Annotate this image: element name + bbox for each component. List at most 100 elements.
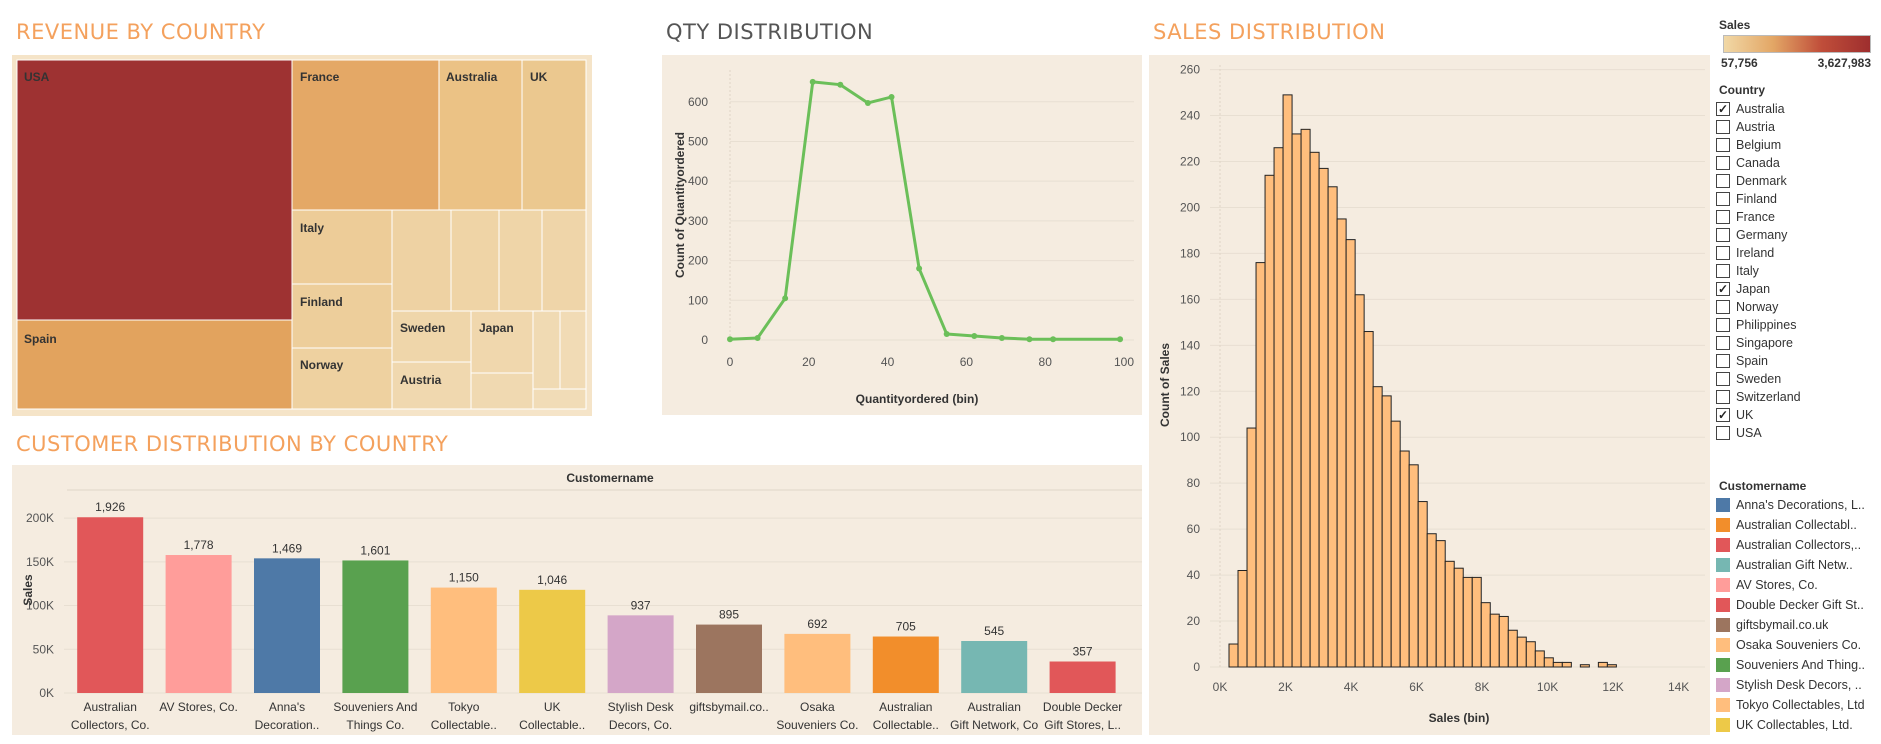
- sales-histogram-bar[interactable]: [1408, 464, 1419, 668]
- sales-histogram-bar[interactable]: [1525, 641, 1536, 668]
- country-filter-item[interactable]: USA: [1716, 424, 1876, 442]
- customer-legend-item[interactable]: UK Collectables, Ltd.: [1716, 716, 1881, 734]
- treemap-tile[interactable]: [450, 209, 500, 312]
- country-filter-item[interactable]: Ireland: [1716, 244, 1876, 262]
- checkbox-checked-icon[interactable]: ✓: [1716, 282, 1730, 296]
- customer-legend-item[interactable]: AV Stores, Co.: [1716, 576, 1881, 594]
- sales-histogram-bar[interactable]: [1300, 128, 1311, 668]
- sales-histogram-bar[interactable]: [1462, 576, 1473, 668]
- sales-histogram-bar[interactable]: [1417, 501, 1428, 668]
- country-filter-item[interactable]: Sweden: [1716, 370, 1876, 388]
- country-filter-item[interactable]: Germany: [1716, 226, 1876, 244]
- country-filter-item[interactable]: ✓ Japan: [1716, 280, 1876, 298]
- checkbox-unchecked-icon[interactable]: [1716, 354, 1730, 368]
- qty-data-point[interactable]: [971, 333, 978, 340]
- sales-histogram-bar[interactable]: [1237, 569, 1248, 668]
- checkbox-unchecked-icon[interactable]: [1716, 372, 1730, 386]
- sales-histogram-bar[interactable]: [1264, 174, 1275, 668]
- checkbox-unchecked-icon[interactable]: [1716, 138, 1730, 152]
- checkbox-unchecked-icon[interactable]: [1716, 264, 1730, 278]
- sales-histogram-bar[interactable]: [1534, 650, 1545, 668]
- treemap-tile[interactable]: [532, 310, 561, 390]
- country-filter-item[interactable]: France: [1716, 208, 1876, 226]
- checkbox-unchecked-icon[interactable]: [1716, 426, 1730, 440]
- qty-data-point[interactable]: [782, 295, 789, 302]
- checkbox-unchecked-icon[interactable]: [1716, 120, 1730, 134]
- sales-histogram-bar[interactable]: [1552, 661, 1563, 668]
- qty-data-point[interactable]: [888, 94, 895, 100]
- customer-bar[interactable]: [696, 624, 762, 693]
- sales-histogram-bar[interactable]: [1372, 386, 1383, 668]
- treemap-tile[interactable]: [541, 209, 587, 312]
- checkbox-unchecked-icon[interactable]: [1716, 228, 1730, 242]
- qty-data-point[interactable]: [754, 335, 761, 342]
- treemap-tile-sweden[interactable]: [391, 310, 472, 363]
- customer-legend-item[interactable]: Tokyo Collectables, Ltd: [1716, 696, 1881, 714]
- customer-legend-item[interactable]: Australian Collectabl..: [1716, 516, 1881, 534]
- country-filter-item[interactable]: ✓ UK: [1716, 406, 1876, 424]
- treemap-tile[interactable]: [559, 310, 587, 390]
- sales-histogram-bar[interactable]: [1453, 567, 1464, 668]
- treemap-tile-australia[interactable]: [438, 59, 523, 211]
- sales-histogram-bar[interactable]: [1336, 218, 1347, 668]
- treemap-tile-spain[interactable]: [16, 319, 293, 410]
- checkbox-unchecked-icon[interactable]: [1716, 300, 1730, 314]
- checkbox-checked-icon[interactable]: ✓: [1716, 408, 1730, 422]
- sales-histogram-bar[interactable]: [1579, 664, 1590, 668]
- checkbox-unchecked-icon[interactable]: [1716, 246, 1730, 260]
- checkbox-unchecked-icon[interactable]: [1716, 390, 1730, 404]
- country-filter-item[interactable]: Denmark: [1716, 172, 1876, 190]
- country-filter-item[interactable]: Spain: [1716, 352, 1876, 370]
- checkbox-unchecked-icon[interactable]: [1716, 156, 1730, 170]
- sales-histogram-bar[interactable]: [1498, 615, 1509, 668]
- checkbox-unchecked-icon[interactable]: [1716, 336, 1730, 350]
- qty-data-point[interactable]: [943, 331, 950, 338]
- sales-histogram-bar[interactable]: [1435, 540, 1446, 668]
- sales-histogram-bar[interactable]: [1606, 664, 1617, 668]
- customer-bar-chart[interactable]: Customername 0K 50K 100K 150K 200K 1,926 1,77…: [12, 465, 1142, 735]
- customer-bar[interactable]: [254, 558, 320, 693]
- sales-histogram-bar[interactable]: [1471, 576, 1482, 668]
- sales-histogram-bar[interactable]: [1363, 331, 1374, 668]
- sales-histogram-bar[interactable]: [1390, 420, 1401, 668]
- customer-legend-item[interactable]: giftsbymail.co.uk: [1716, 616, 1881, 634]
- sales-histogram-bar[interactable]: [1345, 239, 1356, 668]
- customer-bar[interactable]: [519, 589, 586, 693]
- treemap-tile-france[interactable]: [291, 59, 440, 211]
- qty-data-point[interactable]: [916, 265, 923, 272]
- checkbox-checked-icon[interactable]: ✓: [1716, 102, 1730, 116]
- customer-legend-item[interactable]: Australian Gift Netw..: [1716, 556, 1881, 574]
- customer-legend-item[interactable]: Souveniers And Thing..: [1716, 656, 1881, 674]
- qty-data-point[interactable]: [1117, 336, 1124, 343]
- sales-histogram[interactable]: 0 20 40 60 80 100 120 140 160 180 200 220 240 260 0K 2…: [1149, 55, 1710, 735]
- sales-histogram-bar[interactable]: [1507, 629, 1518, 668]
- treemap-tile-usa[interactable]: [16, 59, 293, 321]
- country-filter-item[interactable]: Norway: [1716, 298, 1876, 316]
- country-filter-item[interactable]: Italy: [1716, 262, 1876, 280]
- customer-bar[interactable]: [342, 560, 409, 693]
- sales-histogram-bar[interactable]: [1381, 395, 1392, 668]
- qty-line-chart[interactable]: 0 100 200 300 400 500 600 0 20 40 60 80 100 Quantit…: [662, 55, 1142, 415]
- customer-legend-item[interactable]: Stylish Desk Decors, ..: [1716, 676, 1881, 694]
- revenue-treemap[interactable]: USA France Australia UK Italy Finland No…: [12, 55, 592, 416]
- customer-legend-item[interactable]: Double Decker Gift St..: [1716, 596, 1881, 614]
- qty-data-point[interactable]: [1050, 336, 1057, 343]
- country-filter-item[interactable]: Singapore: [1716, 334, 1876, 352]
- sales-histogram-bar[interactable]: [1354, 294, 1365, 668]
- treemap-tile[interactable]: [470, 372, 534, 410]
- treemap-tile[interactable]: [498, 209, 543, 312]
- sales-histogram-bar[interactable]: [1561, 661, 1572, 668]
- country-filter-item[interactable]: Switzerland: [1716, 388, 1876, 406]
- customer-bar[interactable]: [961, 640, 1028, 693]
- sales-histogram-bar[interactable]: [1516, 636, 1527, 668]
- customer-legend-item[interactable]: Anna's Decorations, L..: [1716, 496, 1881, 514]
- customer-bar[interactable]: [607, 615, 674, 693]
- qty-data-point[interactable]: [998, 335, 1005, 342]
- sales-histogram-bar[interactable]: [1246, 427, 1257, 668]
- country-filter-item[interactable]: Canada: [1716, 154, 1876, 172]
- sales-histogram-bar[interactable]: [1291, 133, 1302, 668]
- checkbox-unchecked-icon[interactable]: [1716, 318, 1730, 332]
- country-filter-item[interactable]: Philippines: [1716, 316, 1876, 334]
- sales-histogram-bar[interactable]: [1444, 560, 1455, 668]
- customer-bar[interactable]: [165, 555, 232, 693]
